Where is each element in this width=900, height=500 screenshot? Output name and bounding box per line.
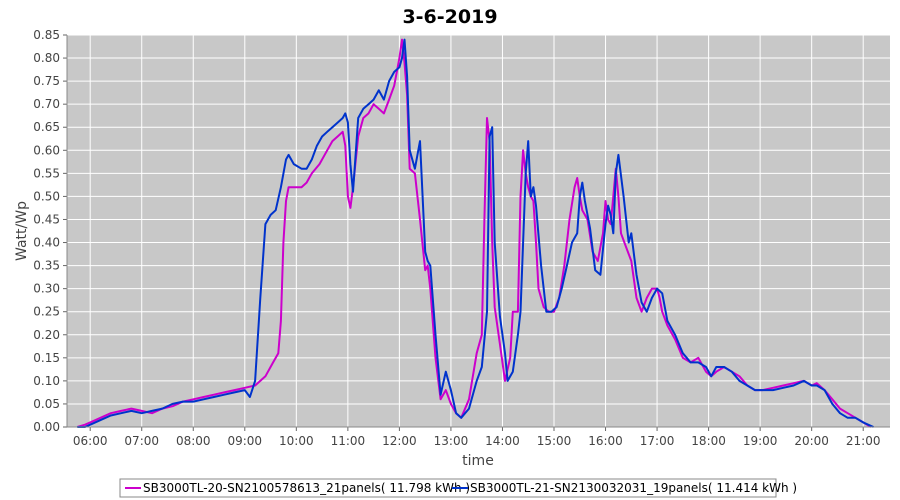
y-tick-label: 0.30 <box>33 282 60 296</box>
y-tick-label: 0.60 <box>33 143 60 157</box>
x-tick-label: 10:00 <box>279 434 314 448</box>
y-tick-label: 0.10 <box>33 374 60 388</box>
x-tick-label: 20:00 <box>794 434 829 448</box>
legend-label-1: SB3000TL-20-SN2100578613_21panels( 11.79… <box>143 481 470 495</box>
y-tick-label: 0.65 <box>33 120 60 134</box>
x-tick-label: 14:00 <box>485 434 520 448</box>
x-tick-label: 11:00 <box>331 434 366 448</box>
series-line-1 <box>77 38 872 428</box>
grid <box>67 34 890 428</box>
y-tick-label: 0.70 <box>33 97 60 111</box>
y-tick-label: 0.55 <box>33 166 60 180</box>
chart-title: 3-6-2019 <box>402 6 497 28</box>
y-tick-label: 0.00 <box>33 420 60 434</box>
legend-box <box>119 478 777 498</box>
y-tick-label: 0.75 <box>33 74 60 88</box>
x-axis-label: time <box>462 453 494 469</box>
y-axis-label: Watt/Wp <box>14 201 30 261</box>
x-tick-label: 17:00 <box>640 434 675 448</box>
y-tick-label: 0.80 <box>33 51 60 65</box>
y-tick-label: 0.35 <box>33 259 60 273</box>
x-tick-label: 16:00 <box>588 434 623 448</box>
y-tick-label: 0.50 <box>33 189 60 203</box>
x-tick-label: 07:00 <box>124 434 159 448</box>
series-line-2 <box>77 38 874 428</box>
y-tick-label: 0.25 <box>33 305 60 319</box>
y-tick-label: 0.40 <box>33 236 60 250</box>
y-tick-label: 0.05 <box>33 397 60 411</box>
x-tick-label: 09:00 <box>227 434 262 448</box>
x-tick-label: 18:00 <box>691 434 726 448</box>
plot-area <box>67 35 890 427</box>
legend-label-2: SB3000TL-21-SN2130032031_19panels( 11.41… <box>470 481 797 495</box>
y-tick-label: 0.15 <box>33 351 60 365</box>
axes: 0.00 0.05 0.10 0.15 0.20 0.25 0.30 0.35 0.40 0.45… <box>33 28 890 448</box>
y-tick-label: 0.20 <box>33 328 60 342</box>
x-tick-label: 15:00 <box>537 434 572 448</box>
x-tick-label: 21:00 <box>846 434 881 448</box>
x-tick-label: 08:00 <box>176 434 211 448</box>
x-tick-label: 06:00 <box>73 434 108 448</box>
x-tick-label: 12:00 <box>382 434 417 448</box>
legend: SB3000TL-20-SN2100578613_21panels( 11.79… <box>119 478 797 498</box>
y-tick-label: 0.85 <box>33 28 60 42</box>
series-layer <box>77 38 874 428</box>
y-tick-label: 0.45 <box>33 212 60 226</box>
x-tick-label: 19:00 <box>743 434 778 448</box>
x-tick-label: 13:00 <box>434 434 469 448</box>
